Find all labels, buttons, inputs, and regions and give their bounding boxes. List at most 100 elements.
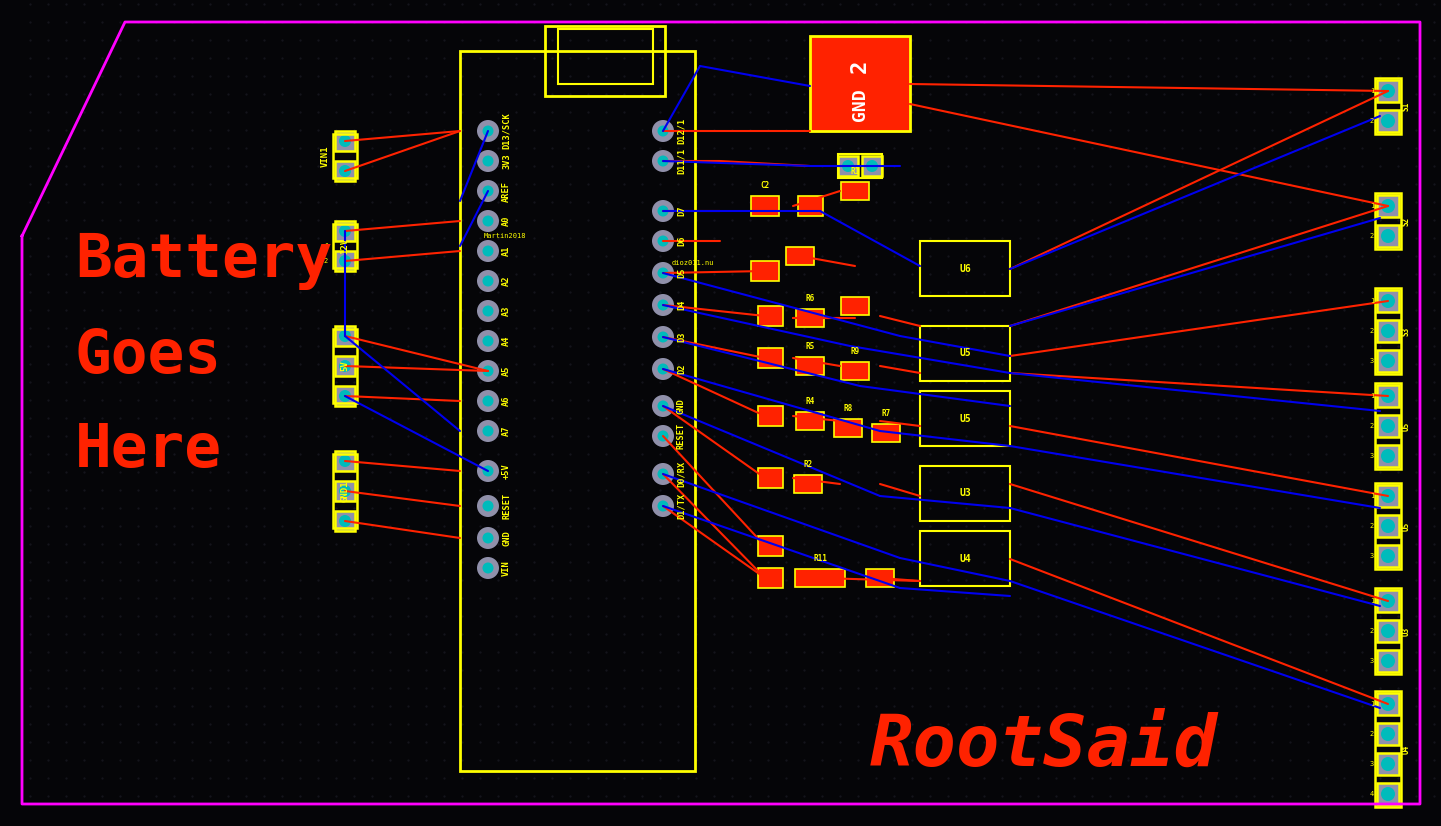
Bar <box>758 468 782 488</box>
Circle shape <box>1380 727 1395 741</box>
Bar <box>460 51 695 771</box>
Bar <box>751 196 780 216</box>
Circle shape <box>1380 489 1395 503</box>
Text: A2: A2 <box>501 276 512 287</box>
Circle shape <box>477 527 499 549</box>
Text: D11/1: D11/1 <box>677 148 686 174</box>
Text: D12/1: D12/1 <box>677 118 686 144</box>
Text: U4: U4 <box>960 553 971 563</box>
Text: 3: 3 <box>1370 453 1375 459</box>
Bar <box>1378 620 1399 642</box>
Text: U4: U4 <box>1402 744 1411 753</box>
Bar <box>334 131 354 151</box>
Circle shape <box>1380 324 1395 338</box>
Bar <box>334 386 354 406</box>
Circle shape <box>339 360 352 372</box>
Text: 1: 1 <box>1370 393 1375 399</box>
Bar <box>333 224 357 268</box>
Bar <box>795 569 844 587</box>
Circle shape <box>651 200 674 222</box>
Text: GND: GND <box>677 398 686 414</box>
Circle shape <box>657 206 669 216</box>
Bar <box>1378 590 1399 612</box>
Bar <box>1378 290 1399 312</box>
Bar <box>1378 723 1399 745</box>
Circle shape <box>657 235 669 246</box>
Bar <box>1378 350 1399 372</box>
Text: U5: U5 <box>1402 521 1411 530</box>
Bar <box>1378 80 1399 102</box>
Circle shape <box>866 160 878 172</box>
Bar <box>839 156 857 176</box>
Bar <box>795 569 844 587</box>
Circle shape <box>657 401 669 411</box>
Bar <box>1378 723 1399 745</box>
Circle shape <box>483 335 493 346</box>
Bar <box>334 511 354 531</box>
Text: 2: 2 <box>1370 731 1375 737</box>
Bar <box>751 261 780 281</box>
Bar <box>1378 485 1399 507</box>
Bar <box>862 156 882 176</box>
Text: D2: D2 <box>677 363 686 374</box>
Circle shape <box>651 358 674 380</box>
Circle shape <box>651 395 674 417</box>
Text: A1: A1 <box>501 246 512 256</box>
Text: R1: R1 <box>850 167 860 176</box>
Circle shape <box>477 557 499 579</box>
Bar <box>1375 383 1401 469</box>
Text: S3: S3 <box>1402 326 1411 335</box>
Bar <box>794 475 821 493</box>
Text: A5: A5 <box>501 366 512 377</box>
Text: U5: U5 <box>1402 421 1411 430</box>
Text: GND: GND <box>852 88 869 121</box>
Circle shape <box>477 495 499 517</box>
Text: AREF: AREF <box>501 181 512 202</box>
Bar <box>1378 620 1399 642</box>
Text: R4: R4 <box>806 397 814 406</box>
Circle shape <box>483 245 493 257</box>
Circle shape <box>339 455 352 467</box>
Bar <box>1378 110 1399 132</box>
Bar <box>1378 445 1399 467</box>
Bar <box>795 309 824 327</box>
Text: 4: 4 <box>1370 791 1375 797</box>
Bar <box>1378 415 1399 437</box>
Bar <box>334 326 354 346</box>
Text: R7: R7 <box>882 409 891 418</box>
Bar <box>839 156 857 176</box>
Bar <box>1375 691 1401 807</box>
Text: 3: 3 <box>1370 658 1375 664</box>
Bar <box>872 424 901 442</box>
Circle shape <box>1380 199 1395 213</box>
Text: D6: D6 <box>677 235 686 246</box>
Bar <box>334 131 354 151</box>
Text: 2: 2 <box>850 59 870 73</box>
Text: A0: A0 <box>501 216 512 226</box>
Bar <box>334 386 354 406</box>
Bar <box>810 36 911 131</box>
Circle shape <box>657 430 669 442</box>
Text: R6: R6 <box>806 294 814 303</box>
Bar <box>919 241 1010 296</box>
Bar <box>545 26 664 96</box>
Text: 5V: 5V <box>340 361 349 372</box>
Circle shape <box>1380 594 1395 608</box>
Bar <box>1378 693 1399 715</box>
Text: 1: 1 <box>1370 598 1375 604</box>
Text: U5: U5 <box>960 414 971 424</box>
Bar <box>1378 783 1399 805</box>
Bar <box>872 424 901 442</box>
Text: 2: 2 <box>324 258 329 264</box>
Bar <box>334 251 354 271</box>
Bar <box>1378 225 1399 247</box>
Circle shape <box>651 120 674 142</box>
Circle shape <box>483 126 493 136</box>
Text: S1: S1 <box>1402 102 1411 111</box>
Bar <box>1378 650 1399 672</box>
Bar <box>758 348 782 368</box>
Bar <box>1378 385 1399 407</box>
Bar <box>1378 590 1399 612</box>
Circle shape <box>657 155 669 167</box>
Circle shape <box>339 330 352 342</box>
